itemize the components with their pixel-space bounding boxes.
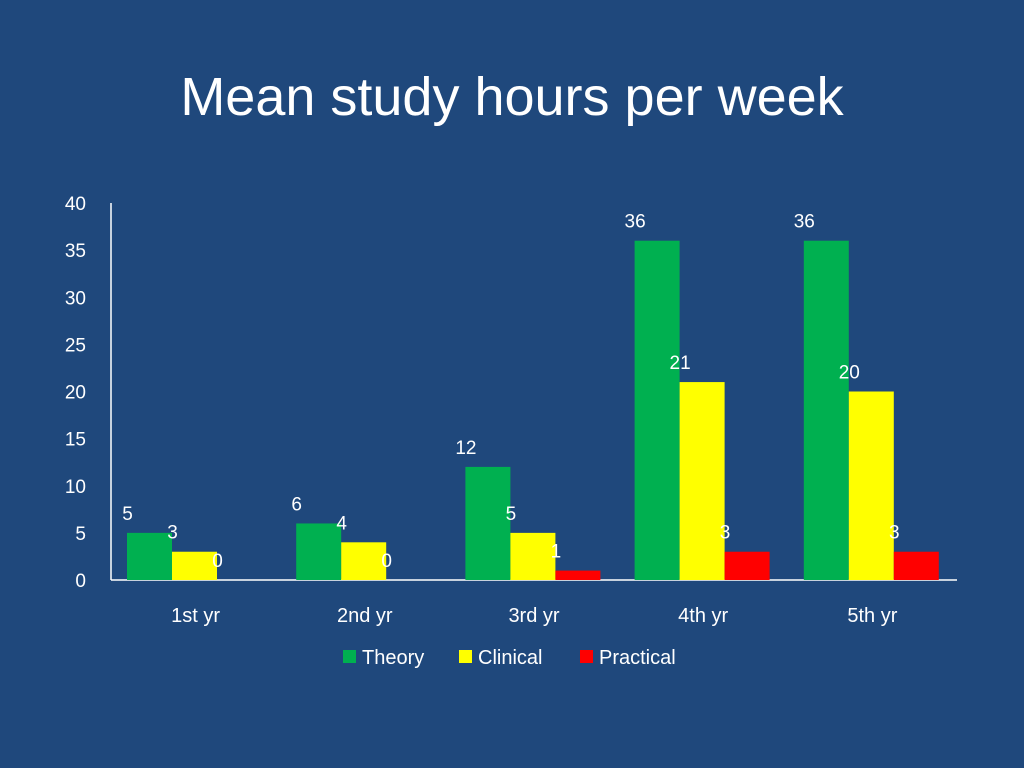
x-tick-label: 5th yr: [847, 605, 897, 627]
y-tick-label: 10: [65, 477, 86, 498]
y-tick-label: 15: [65, 430, 86, 451]
data-label: 3: [889, 523, 900, 544]
data-label: 36: [794, 212, 815, 233]
x-tick-label: 3rd yr: [508, 605, 559, 627]
legend-swatch-practical: [580, 650, 593, 663]
data-label: 3: [720, 523, 731, 544]
data-label: 5: [122, 504, 133, 525]
legend-label-theory: Theory: [362, 647, 424, 669]
data-label: 21: [670, 353, 691, 374]
bar-theory-2: [296, 523, 342, 580]
data-label: 36: [625, 212, 646, 233]
chart-legend: Theory Clinical Practical: [343, 647, 676, 669]
page-title: Mean study hours per week: [180, 67, 844, 127]
bar-theory-1: [127, 532, 172, 580]
y-tick-label: 25: [65, 335, 86, 356]
legend-swatch-clinical: [459, 650, 472, 663]
data-label: 3: [167, 523, 178, 544]
data-label: 12: [455, 438, 476, 459]
x-tick-label: 4th yr: [678, 605, 728, 627]
data-label: 5: [506, 504, 517, 525]
y-tick-label: 20: [65, 383, 86, 404]
bar-practical-3: [555, 570, 601, 580]
y-tick-label: 40: [65, 194, 86, 215]
bar-practical-4: [724, 551, 770, 580]
y-tick-label: 5: [75, 524, 86, 545]
legend-label-clinical: Clinical: [478, 647, 542, 669]
x-tick-label: 2nd yr: [337, 605, 393, 627]
x-tick-label: 1st yr: [171, 605, 220, 627]
y-tick-label: 0: [75, 571, 86, 592]
chart-bars: [127, 240, 939, 580]
bar-theory-4: [634, 240, 680, 580]
legend-swatch-theory: [343, 650, 356, 663]
data-label: 6: [291, 494, 302, 515]
data-label: 0: [212, 551, 223, 572]
y-tick-label: 35: [65, 241, 86, 262]
bar-clinical-1: [172, 551, 217, 580]
bar-clinical-3: [510, 532, 556, 580]
bar-practical-5: [893, 551, 939, 580]
data-label: 0: [381, 551, 392, 572]
legend-label-practical: Practical: [599, 647, 676, 669]
y-tick-label: 30: [65, 288, 86, 309]
chart-category-labels: 1st yr 2nd yr 3rd yr 4th yr 5th yr: [171, 605, 898, 627]
data-label: 1: [551, 542, 562, 563]
data-label: 4: [336, 513, 347, 534]
bar-clinical-5: [848, 391, 894, 580]
bar-theory-3: [465, 466, 511, 580]
bar-clinical-4: [679, 382, 725, 580]
data-label: 20: [839, 363, 860, 384]
bar-theory-5: [803, 240, 849, 580]
bar-clinical-2: [341, 542, 387, 580]
